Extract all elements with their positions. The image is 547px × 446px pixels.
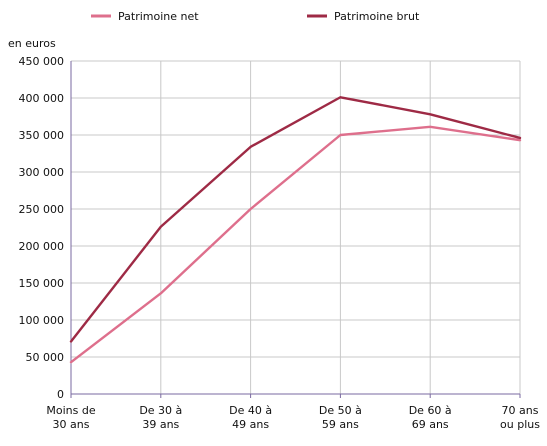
y-tick-label: 300 000: [19, 166, 65, 179]
legend: Patrimoine net Patrimoine brut: [91, 10, 420, 23]
y-tick-label: 400 000: [19, 92, 65, 105]
x-tick-label: De 50 à 59 ans: [319, 404, 362, 431]
y-axis-ticks: 0 50 000 100 000 150 000 200 000 250 000 300 0…: [19, 55, 65, 401]
x-tick-label: De 30 à 39 ans: [139, 404, 182, 431]
y-tick-label: 50 000: [26, 351, 65, 364]
series-lines: [69, 96, 522, 364]
x-tick-label: Moins de 30 ans: [46, 404, 95, 431]
series-line: [69, 96, 522, 343]
y-tick-label: 450 000: [19, 55, 65, 68]
x-tick-label: De 40 à 49 ans: [229, 404, 272, 431]
axes: [70, 61, 521, 398]
legend-label: Patrimoine net: [118, 10, 199, 23]
y-tick-label: 150 000: [19, 277, 65, 290]
y-tick-label: 100 000: [19, 314, 65, 327]
y-tick-label: 200 000: [19, 240, 65, 253]
grid: [71, 60, 521, 394]
x-tick-label: De 60 à 69 ans: [409, 404, 452, 431]
y-tick-label: 250 000: [19, 203, 65, 216]
y-tick-label: 350 000: [19, 129, 65, 142]
x-axis-ticks: Moins de 30 ans De 30 à 39 ans De 40 à 49 ans…: [46, 404, 540, 431]
series-line: [69, 125, 522, 364]
legend-label: Patrimoine brut: [334, 10, 420, 23]
x-tick-label: 70 ans ou plus: [500, 404, 540, 431]
y-tick-label: 0: [57, 388, 64, 401]
unit-label: en euros: [8, 37, 56, 50]
